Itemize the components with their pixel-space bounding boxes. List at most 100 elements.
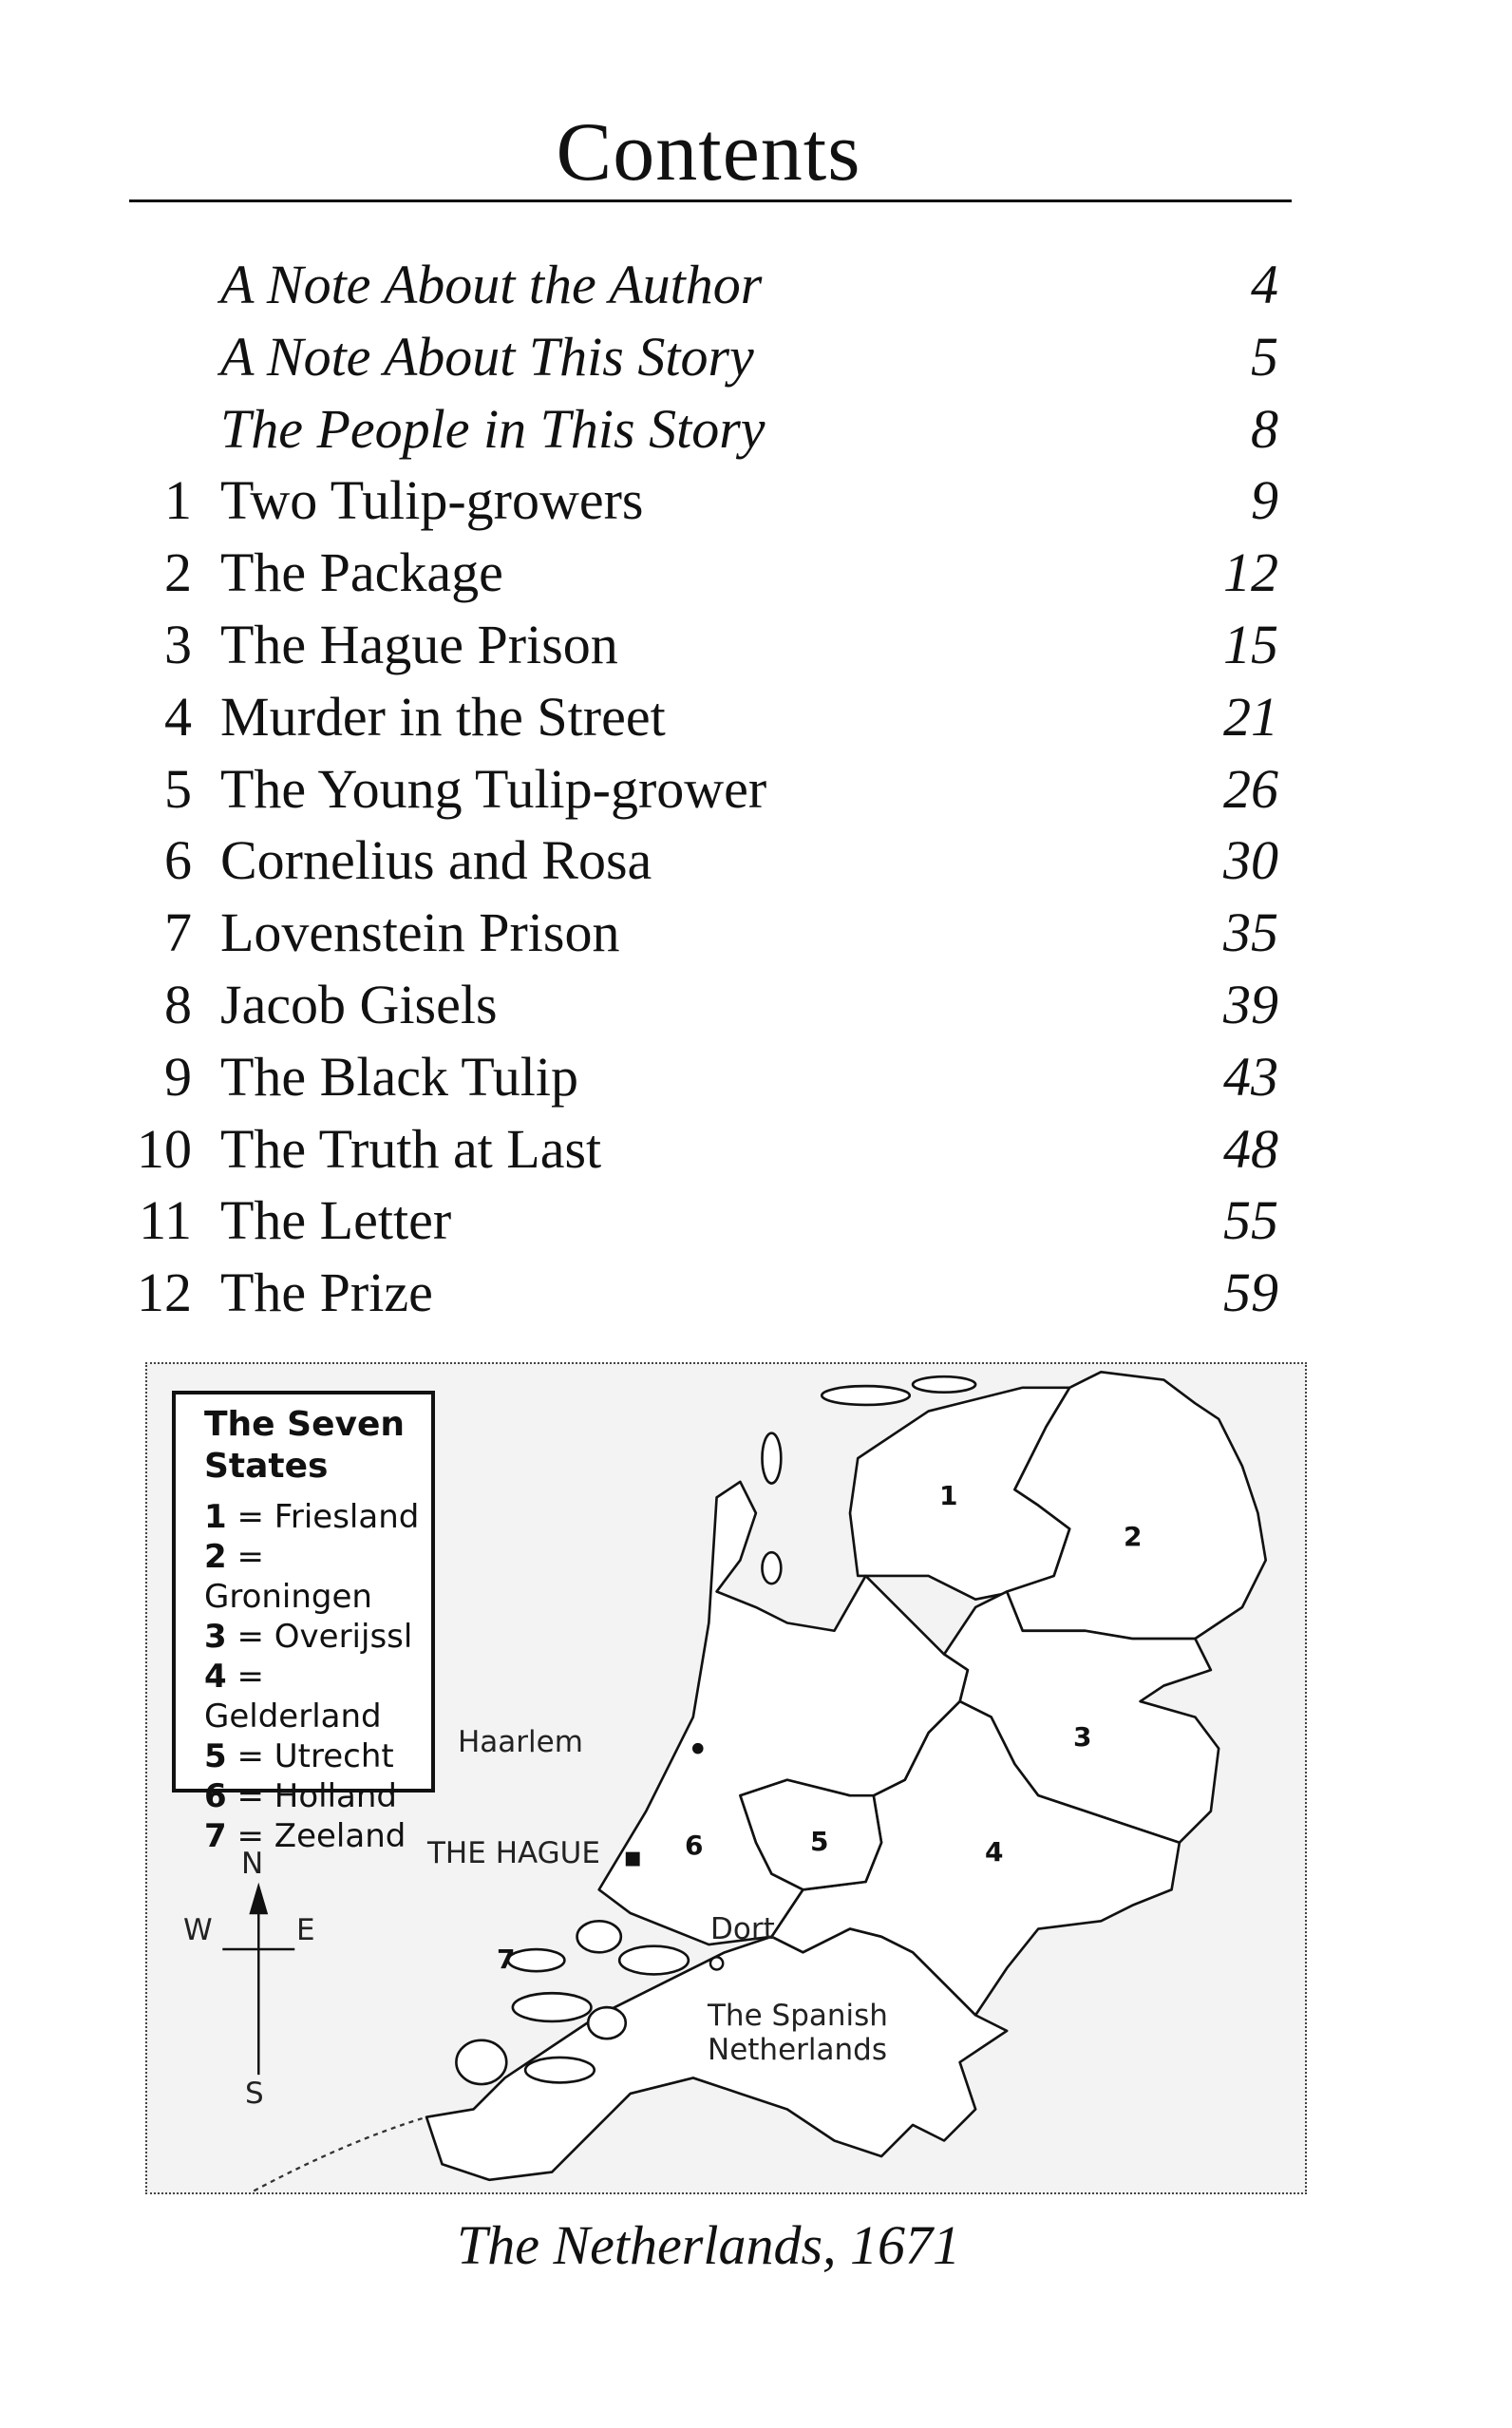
page-number: 5 <box>1251 325 1278 388</box>
page-number: 59 <box>1223 1261 1278 1324</box>
state-number-5: 5 <box>810 1826 829 1857</box>
legend-number: 7 <box>204 1817 227 1855</box>
toc-entry: A Note About the Author 4 <box>129 249 1278 321</box>
compass <box>222 1882 295 2076</box>
chapter-title: Two Tulip-growers <box>220 469 644 532</box>
state-number-7: 7 <box>497 1944 516 1975</box>
page-number: 39 <box>1223 973 1278 1035</box>
map-caption: The Netherlands, 1671 <box>456 2214 961 2276</box>
legend-state-name: Groningen <box>204 1578 372 1616</box>
legend-number: 3 <box>204 1618 227 1656</box>
chapter-number: 12 <box>137 1261 192 1324</box>
legend-state-name: Zeeland <box>274 1817 406 1855</box>
chapter-title: Lovenstein Prison <box>220 901 620 964</box>
map-legend: The Seven States 1 = Friesland 2 = Gronin… <box>172 1391 435 1855</box>
chapter-title: The People in This Story <box>220 397 765 460</box>
table-of-contents: A Note About the Author 4 A Note About Thi… <box>129 249 1278 1329</box>
compass-e: E <box>296 1913 315 1947</box>
page-number: 35 <box>1223 901 1278 964</box>
legend-number: 6 <box>204 1777 227 1815</box>
page-number: 48 <box>1223 1117 1278 1180</box>
chapter-number: 5 <box>164 757 192 820</box>
chapter-title: The Black Tulip <box>220 1045 579 1108</box>
toc-entry: 10 The Truth at Last 48 <box>129 1113 1278 1186</box>
toc-entry: The People in This Story 8 <box>129 393 1278 465</box>
toc-entry: 1 Two Tulip-growers 9 <box>129 465 1278 537</box>
toc-entry: A Note About This Story 5 <box>129 321 1278 393</box>
chapter-number: 2 <box>164 541 192 604</box>
chapter-number: 4 <box>164 685 192 748</box>
chapter-title: The Young Tulip-grower <box>220 757 767 820</box>
coastline <box>253 2115 427 2192</box>
state-number-4: 4 <box>985 1836 1004 1868</box>
chapter-title: The Letter <box>220 1189 452 1252</box>
map-drawing <box>222 1370 1268 2192</box>
legend-state-name: Overijssl <box>274 1618 413 1656</box>
page-number: 9 <box>1251 469 1278 532</box>
chapter-number: 1 <box>164 469 192 532</box>
label-haarlem: Haarlem <box>458 1725 583 1759</box>
toc-entry: 9 The Black Tulip 43 <box>129 1041 1278 1113</box>
chapter-title: Murder in the Street <box>220 685 666 748</box>
legend-state-name: Holland <box>274 1777 398 1815</box>
page-number: 4 <box>1251 254 1278 315</box>
page-number: 43 <box>1223 1045 1278 1108</box>
compass-n: N <box>241 1847 264 1881</box>
chapter-title: Jacob Gisels <box>220 973 498 1035</box>
legend-title: The Seven States <box>204 1405 405 1486</box>
legend-item: 4 = Gelderland <box>204 1658 382 1736</box>
toc-entry: 4 Murder in the Street 21 <box>129 681 1278 753</box>
legend-state-name: Friesland <box>274 1498 420 1536</box>
haarlem-marker <box>691 1742 704 1755</box>
legend-item: 5 = Utrecht <box>204 1737 394 1775</box>
chapter-title: A Note About This Story <box>220 325 754 388</box>
legend-number: 4 <box>204 1658 227 1696</box>
chapter-number: 11 <box>139 1189 192 1252</box>
legend-number: 1 <box>204 1498 227 1536</box>
page-title: Contents <box>556 106 861 199</box>
legend-state-name: Utrecht <box>274 1737 394 1775</box>
spanish-netherlands <box>425 1927 1009 2182</box>
compass-s: S <box>245 2077 264 2111</box>
toc-entry: 6 Cornelius and Rosa 30 <box>129 825 1278 897</box>
chapter-number: 8 <box>164 973 192 1035</box>
page-number: 12 <box>1223 541 1278 604</box>
state-number-6: 6 <box>685 1830 704 1861</box>
province-holland <box>597 1480 970 1946</box>
page-number: 15 <box>1223 613 1278 675</box>
page-number: 21 <box>1223 685 1278 748</box>
page-number: 8 <box>1251 397 1278 460</box>
toc-entry: 12 The Prize 59 <box>129 1257 1278 1329</box>
chapter-title: The Package <box>220 541 503 604</box>
legend-item: 2 = Groningen <box>204 1538 372 1616</box>
chapter-number: 9 <box>164 1045 192 1108</box>
chapter-title: Cornelius and Rosa <box>220 829 652 892</box>
chapter-title: The Hague Prison <box>220 613 618 675</box>
legend-item: 7 = Zeeland <box>204 1817 406 1855</box>
label-the-hague: THE HAGUE <box>427 1836 600 1870</box>
compass-w: W <box>183 1913 213 1947</box>
label-dort: Dort <box>710 1912 775 1946</box>
state-number-2: 2 <box>1124 1521 1143 1552</box>
page-number: 26 <box>1223 757 1278 820</box>
toc-entry: 7 Lovenstein Prison 35 <box>129 897 1278 969</box>
page-number: 30 <box>1223 829 1278 892</box>
toc-entry: 2 The Package 12 <box>129 537 1278 609</box>
legend-number: 2 <box>204 1538 227 1576</box>
chapter-number: 7 <box>164 901 192 964</box>
toc-entry: 8 Jacob Gisels 39 <box>129 969 1278 1041</box>
dort-marker <box>709 1956 725 1971</box>
chapter-title: A Note About the Author <box>220 254 763 315</box>
state-number-1: 1 <box>939 1480 958 1511</box>
legend-number: 5 <box>204 1737 227 1775</box>
chapter-title: The Prize <box>220 1261 433 1324</box>
page-number: 55 <box>1223 1189 1278 1252</box>
the-hague-marker <box>625 1851 640 1867</box>
toc-entry: 11 The Letter 55 <box>129 1185 1278 1257</box>
legend-state-name: Gelderland <box>204 1698 382 1736</box>
legend-item: 1 = Friesland <box>204 1498 420 1536</box>
label-spanish-2: Netherlands <box>708 2033 887 2067</box>
state-number-3: 3 <box>1073 1721 1092 1753</box>
legend-item: 6 = Holland <box>204 1777 398 1815</box>
chapter-title: The Truth at Last <box>220 1117 602 1180</box>
